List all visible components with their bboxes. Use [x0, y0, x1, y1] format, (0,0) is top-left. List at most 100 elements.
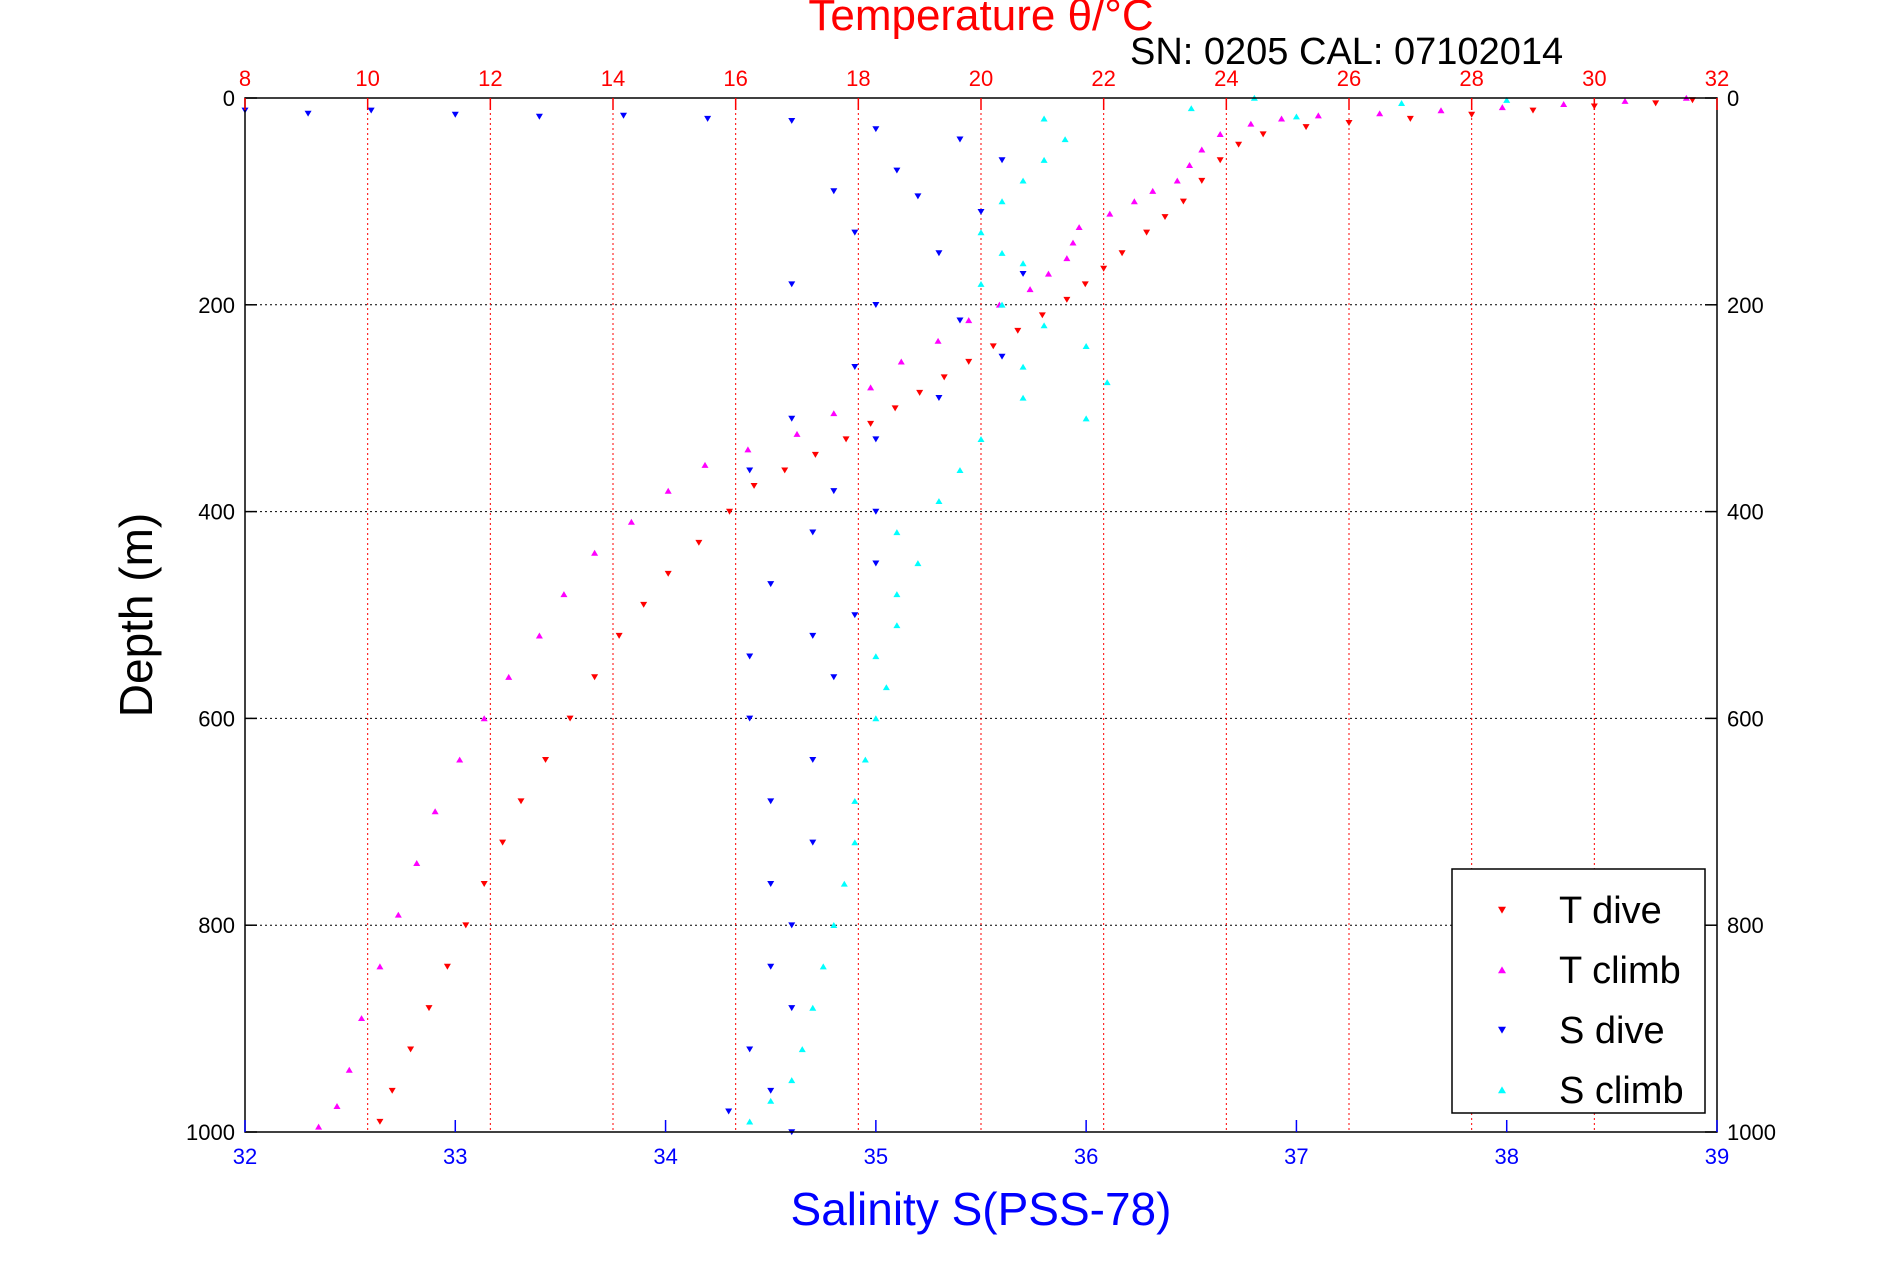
data-point [851, 612, 859, 619]
data-point [1040, 322, 1048, 329]
data-point [376, 1118, 384, 1125]
data-point [940, 374, 948, 381]
data-point [1398, 100, 1406, 106]
data-point [830, 674, 838, 681]
data-point [809, 1004, 817, 1011]
data-point [767, 581, 775, 588]
data-point [1198, 146, 1206, 153]
x-top-tick-label: 20 [969, 66, 993, 91]
data-points [241, 94, 1696, 1136]
data-point [542, 756, 550, 763]
data-point [998, 353, 1006, 360]
data-point [1063, 296, 1071, 303]
data-point [1100, 265, 1108, 272]
data-point [480, 715, 488, 722]
legend-label: S dive [1559, 1010, 1665, 1052]
data-point [1019, 270, 1027, 277]
data-point [744, 446, 752, 453]
data-point [956, 467, 964, 474]
data-point [1019, 394, 1027, 401]
data-point [830, 188, 838, 195]
y-tick-label-right: 800 [1727, 913, 1764, 938]
chart-title: Temperature θ/°C [808, 0, 1153, 40]
data-point [1019, 363, 1027, 370]
data-point [1560, 101, 1568, 108]
data-point [1437, 107, 1445, 114]
data-point [767, 1097, 775, 1104]
x-top-tick-label: 32 [1705, 66, 1729, 91]
data-point [989, 343, 997, 350]
x-top-tick-label: 18 [846, 66, 870, 91]
data-point [1061, 136, 1069, 143]
data-point [1376, 110, 1384, 117]
data-point [431, 808, 439, 815]
data-point [935, 395, 943, 402]
data-point [1345, 120, 1353, 126]
data-point [1038, 312, 1046, 319]
data-point [872, 560, 880, 567]
data-point [456, 756, 464, 763]
data-point [830, 410, 838, 417]
data-point [809, 632, 817, 639]
data-point [872, 653, 880, 660]
data-point [781, 467, 789, 474]
data-point [977, 208, 985, 215]
series-s-dive [241, 107, 1027, 1136]
y-tick-label-right: 1000 [1727, 1120, 1776, 1145]
data-point [793, 430, 801, 437]
data-point [1498, 104, 1506, 111]
data-point [872, 715, 880, 722]
data-point [977, 229, 985, 236]
data-point [746, 715, 754, 722]
data-point [1468, 111, 1476, 118]
data-point [704, 115, 712, 122]
data-point [1040, 156, 1048, 163]
data-point [1621, 97, 1629, 104]
data-point [788, 117, 796, 124]
data-point [788, 281, 796, 288]
data-point [830, 488, 838, 495]
data-point [425, 1005, 433, 1012]
data-point [935, 250, 943, 257]
x-bottom-tick-label: 32 [233, 1144, 257, 1169]
data-point [388, 1087, 396, 1094]
series-s-climb [746, 94, 1511, 1125]
data-point [480, 881, 488, 887]
data-point [956, 317, 964, 324]
data-point [499, 839, 507, 846]
x-bottom-tick-label: 34 [653, 1144, 677, 1169]
data-point [746, 1046, 754, 1053]
data-point [809, 529, 817, 536]
data-point [891, 405, 899, 412]
data-point [591, 549, 599, 556]
data-point [746, 1118, 754, 1125]
data-point [1075, 224, 1083, 231]
data-point [407, 1046, 415, 1053]
data-point [1019, 260, 1027, 267]
data-point [965, 358, 973, 365]
data-point [914, 560, 922, 567]
y-tick-label-left: 600 [198, 706, 235, 731]
data-point [1118, 250, 1126, 257]
series-t-climb [315, 94, 1690, 1130]
data-point [1688, 97, 1696, 104]
data-point [842, 436, 850, 443]
data-point [1143, 229, 1151, 236]
data-point [345, 1066, 353, 1073]
data-point [1161, 214, 1169, 221]
data-point [809, 839, 817, 846]
data-point [725, 1108, 733, 1115]
y-tick-label-right: 0 [1727, 86, 1739, 111]
data-point [591, 674, 599, 681]
data-point [788, 1077, 796, 1084]
data-point [788, 415, 796, 422]
data-point [1198, 177, 1206, 184]
x-top-tick-label: 14 [601, 66, 625, 91]
data-point [451, 111, 459, 118]
data-point [358, 1015, 366, 1022]
data-point [893, 167, 901, 174]
x-bottom-tick-label: 33 [443, 1144, 467, 1169]
data-point [977, 436, 985, 443]
data-point [315, 1123, 323, 1130]
data-point [1173, 177, 1181, 184]
